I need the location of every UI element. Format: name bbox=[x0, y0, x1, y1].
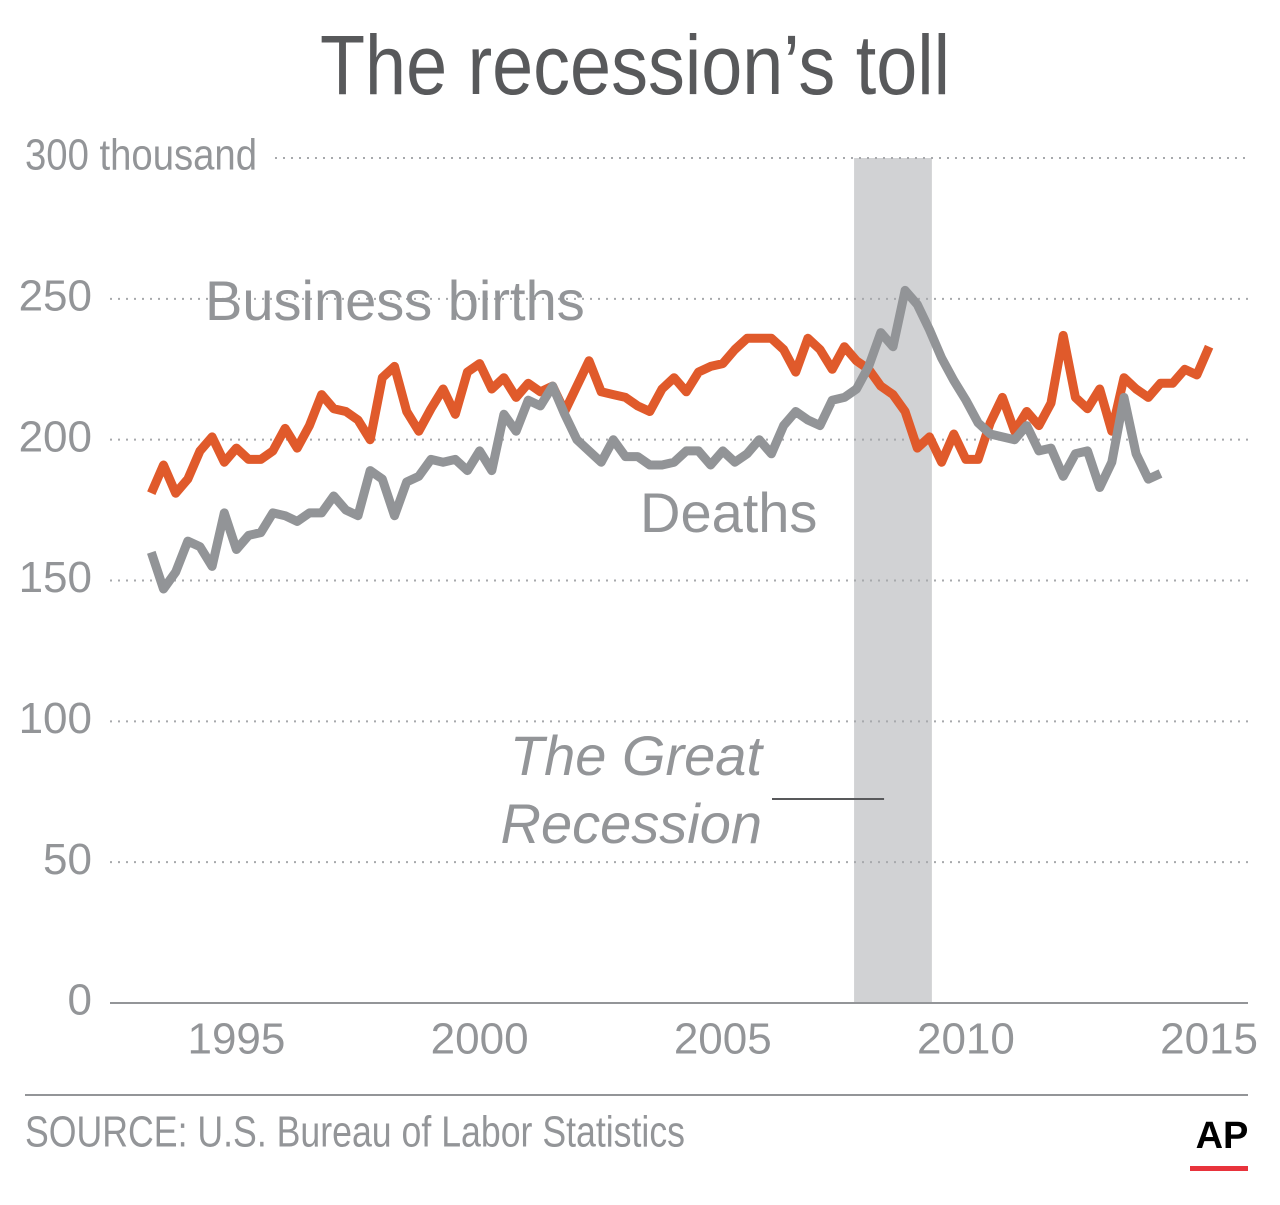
y-tick-label: 100 bbox=[19, 694, 92, 743]
x-tick-label: 1995 bbox=[187, 1015, 285, 1064]
source: SOURCE: U.S. Bureau of Labor Statistics bbox=[25, 1108, 685, 1157]
chart-title: The recession’s toll bbox=[320, 18, 950, 112]
y-tick-label: 250 bbox=[19, 271, 92, 320]
series-label: Deaths bbox=[640, 481, 817, 544]
series-label: Business births bbox=[205, 269, 585, 332]
recession-band bbox=[854, 158, 932, 1003]
logo: AP bbox=[1196, 1115, 1249, 1157]
series-line bbox=[147, 285, 1163, 594]
x-tick-label: 2015 bbox=[1160, 1015, 1258, 1064]
x-tick-label: 2000 bbox=[431, 1015, 529, 1064]
y-tick-label: 300 thousand bbox=[25, 131, 257, 180]
series-line bbox=[147, 330, 1214, 498]
x-tick-label: 2005 bbox=[674, 1015, 772, 1064]
y-tick-label: 150 bbox=[19, 553, 92, 602]
logo-underline bbox=[1190, 1166, 1248, 1171]
y-tick-label: 200 bbox=[19, 412, 92, 461]
y-tick-label: 50 bbox=[43, 835, 92, 884]
recession-label: The Great bbox=[510, 724, 765, 787]
x-tick-label: 2010 bbox=[917, 1015, 1015, 1064]
y-tick-label: 0 bbox=[68, 976, 92, 1025]
recession-label: Recession bbox=[501, 792, 762, 855]
